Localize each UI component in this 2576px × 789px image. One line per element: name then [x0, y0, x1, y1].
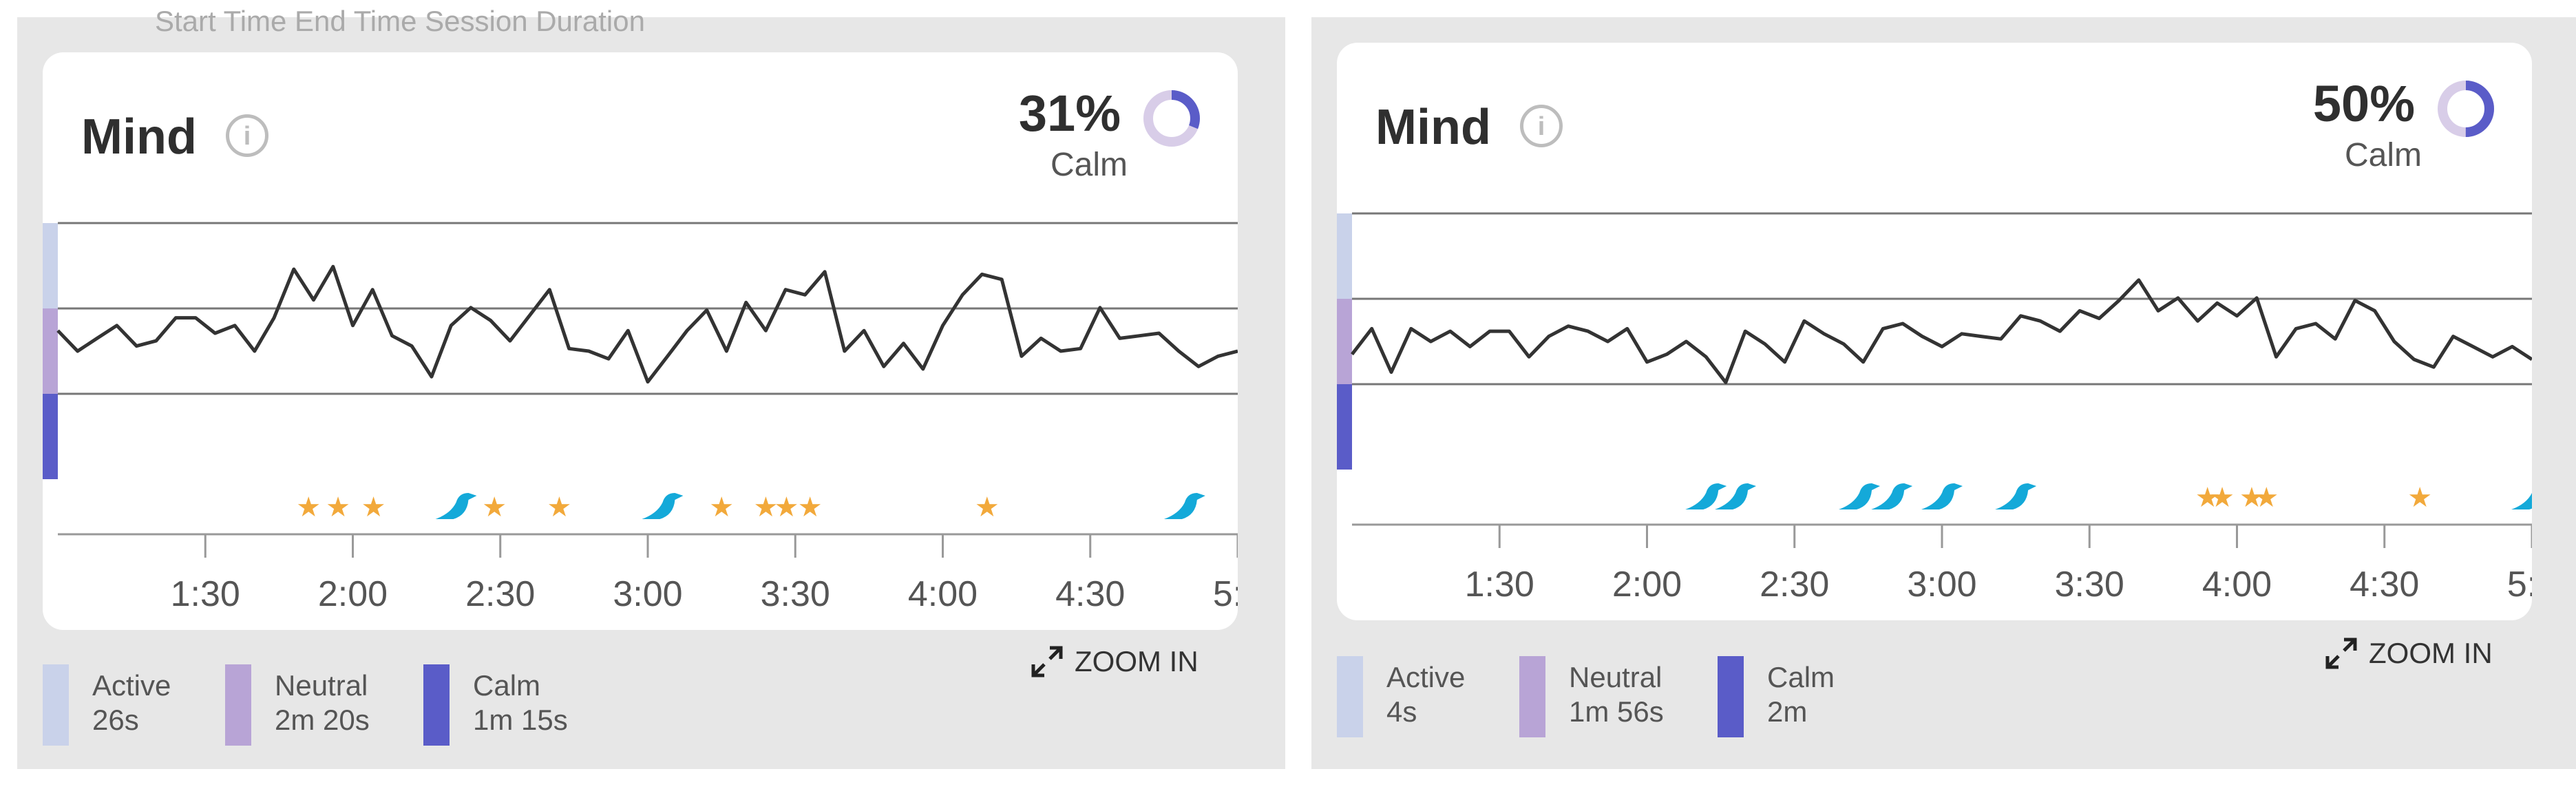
mind-chart: ★★★★★1:302:002:303:003:304:004:305:0	[1337, 212, 2532, 604]
zoom-in-label: ZOOM IN	[2369, 637, 2493, 669]
calm-donut-icon	[1143, 90, 1200, 147]
legend-value: 1m 56s	[1569, 695, 1664, 728]
bird-icon	[1839, 483, 1881, 509]
bird-icon	[642, 493, 684, 519]
mind-panel-right: Mind i 50% Calm ★ ★ ★ ★ ★ 1:30 2:00 2:30 3:00 3:3…	[1311, 17, 2576, 769]
band-active	[43, 223, 58, 308]
star-icon: ★	[482, 492, 507, 523]
band-active	[1337, 213, 1352, 299]
series-line	[56, 264, 1238, 384]
bird-icon	[1921, 483, 1963, 509]
x-tick-label: 5:0	[1213, 574, 1238, 614]
x-tick-label: 2:30	[465, 574, 535, 614]
star-icon: ★	[2407, 482, 2432, 514]
x-tick-label: 3:30	[2055, 565, 2124, 604]
legend: Active 4s Neutral 1m 56s Calm 2m	[1311, 656, 2576, 759]
star-icon: ★	[296, 492, 321, 523]
star-icon: ★	[753, 492, 778, 523]
mind-panel-left: Start Time End Time Session Duration Min…	[17, 5, 1285, 769]
expand-icon	[1031, 646, 1063, 677]
legend-swatch-calm	[423, 664, 450, 746]
info-icon[interactable]: i	[1520, 105, 1563, 147]
x-tick-label: 5:0	[2507, 565, 2532, 604]
zoom-in-label: ZOOM IN	[1075, 645, 1199, 677]
bird-icon	[1685, 483, 1727, 509]
star-icon: ★	[975, 492, 1000, 523]
x-tick-label: 4:00	[2202, 565, 2272, 604]
bird-icon	[1715, 483, 1757, 509]
legend-label: Active	[1386, 661, 1466, 693]
legend-label: Neutral	[275, 669, 368, 702]
x-tick-label: 2:00	[1612, 565, 1682, 604]
bird-icon	[1995, 483, 2037, 509]
legend-swatch-calm	[1718, 656, 1744, 737]
calm-label: Calm	[1050, 147, 1128, 183]
session-header-strip: Start Time End Time Session Duration	[155, 5, 645, 37]
card-title: Mind	[81, 109, 197, 165]
legend-value: 2m 20s	[275, 704, 370, 736]
legend: Active 26s Neutral 2m 20s Calm 1m 15s	[17, 664, 1285, 768]
calm-percentage: 31%	[1018, 85, 1121, 142]
mind-chart: ★★★★★★★★★★1:302:002:303:003:304:004:305:…	[43, 222, 1238, 614]
x-tick-label: 1:30	[1465, 565, 1534, 604]
mind-card: Mind i 31% Calm ★ ★ ★ ★ ★ ★ ★ ★ ★ ★ 1:30 2:00 2:30 3:…	[43, 52, 1238, 630]
band-neutral	[43, 308, 58, 394]
bird-icon	[1871, 483, 1913, 509]
x-tick-label: 2:00	[318, 574, 388, 614]
legend-swatch-neutral	[1519, 656, 1545, 737]
star-icon: ★	[326, 492, 350, 523]
star-icon: ★	[798, 492, 823, 523]
legend-value: 26s	[92, 704, 139, 736]
x-tick-label: 4:00	[908, 574, 978, 614]
star-icon: ★	[2195, 482, 2220, 514]
legend-label: Calm	[1767, 661, 1835, 693]
mind-card: Mind i 50% Calm ★ ★ ★ ★ ★ 1:30 2:00 2:30 3:00 3:3…	[1337, 43, 2532, 620]
bird-icon	[435, 493, 477, 519]
calm-label: Calm	[2344, 137, 2422, 173]
band-calm	[1337, 384, 1352, 470]
zoom-in-button[interactable]: ZOOM IN	[1029, 644, 1199, 680]
legend-swatch-active	[1337, 656, 1363, 737]
legend-value: 4s	[1386, 695, 1417, 728]
x-tick-label: 2:30	[1760, 565, 1829, 604]
info-icon[interactable]: i	[226, 114, 268, 157]
legend-swatch-active	[43, 664, 69, 746]
band-calm	[43, 394, 58, 479]
legend-label: Calm	[473, 669, 541, 702]
star-icon: ★	[361, 492, 386, 523]
legend-label: Neutral	[1569, 661, 1662, 693]
series-line	[1351, 278, 2532, 384]
bird-icon	[2511, 493, 2532, 509]
legend-value: 2m	[1767, 695, 1808, 728]
star-icon: ★	[547, 492, 572, 523]
bird-icon	[1163, 493, 1205, 519]
x-tick-label: 4:30	[2350, 565, 2419, 604]
legend-swatch-neutral	[225, 664, 251, 746]
x-tick-label: 1:30	[171, 574, 240, 614]
legend-value: 1m 15s	[473, 704, 568, 736]
x-tick-label: 4:30	[1055, 574, 1125, 614]
calm-percentage: 50%	[2312, 75, 2415, 132]
band-neutral	[1337, 299, 1352, 384]
star-icon: ★	[2239, 482, 2264, 514]
calm-donut-icon	[2438, 81, 2494, 137]
legend-label: Active	[92, 669, 171, 702]
star-icon: ★	[2254, 482, 2279, 514]
expand-icon	[2325, 638, 2357, 669]
star-icon: ★	[2210, 482, 2235, 514]
x-tick-label: 3:30	[761, 574, 830, 614]
zoom-in-button[interactable]: ZOOM IN	[2323, 635, 2493, 671]
card-title: Mind	[1375, 100, 1491, 155]
star-icon: ★	[709, 492, 734, 523]
x-tick-label: 3:00	[1907, 565, 1976, 604]
x-tick-label: 3:00	[613, 574, 682, 614]
star-icon: ★	[774, 492, 799, 523]
